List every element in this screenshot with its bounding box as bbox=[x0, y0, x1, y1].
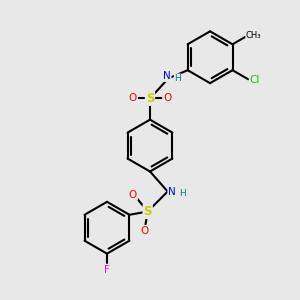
Text: O: O bbox=[129, 190, 137, 200]
Text: H: H bbox=[180, 189, 186, 198]
Text: Cl: Cl bbox=[250, 75, 260, 85]
Text: S: S bbox=[146, 92, 154, 105]
Text: CH₃: CH₃ bbox=[246, 31, 261, 40]
Text: O: O bbox=[163, 94, 171, 103]
Text: N: N bbox=[163, 71, 171, 81]
Text: F: F bbox=[104, 265, 110, 275]
Text: N: N bbox=[168, 187, 176, 197]
Text: O: O bbox=[141, 226, 149, 236]
Text: O: O bbox=[129, 94, 137, 103]
Text: S: S bbox=[143, 205, 152, 218]
Text: H: H bbox=[174, 74, 181, 83]
